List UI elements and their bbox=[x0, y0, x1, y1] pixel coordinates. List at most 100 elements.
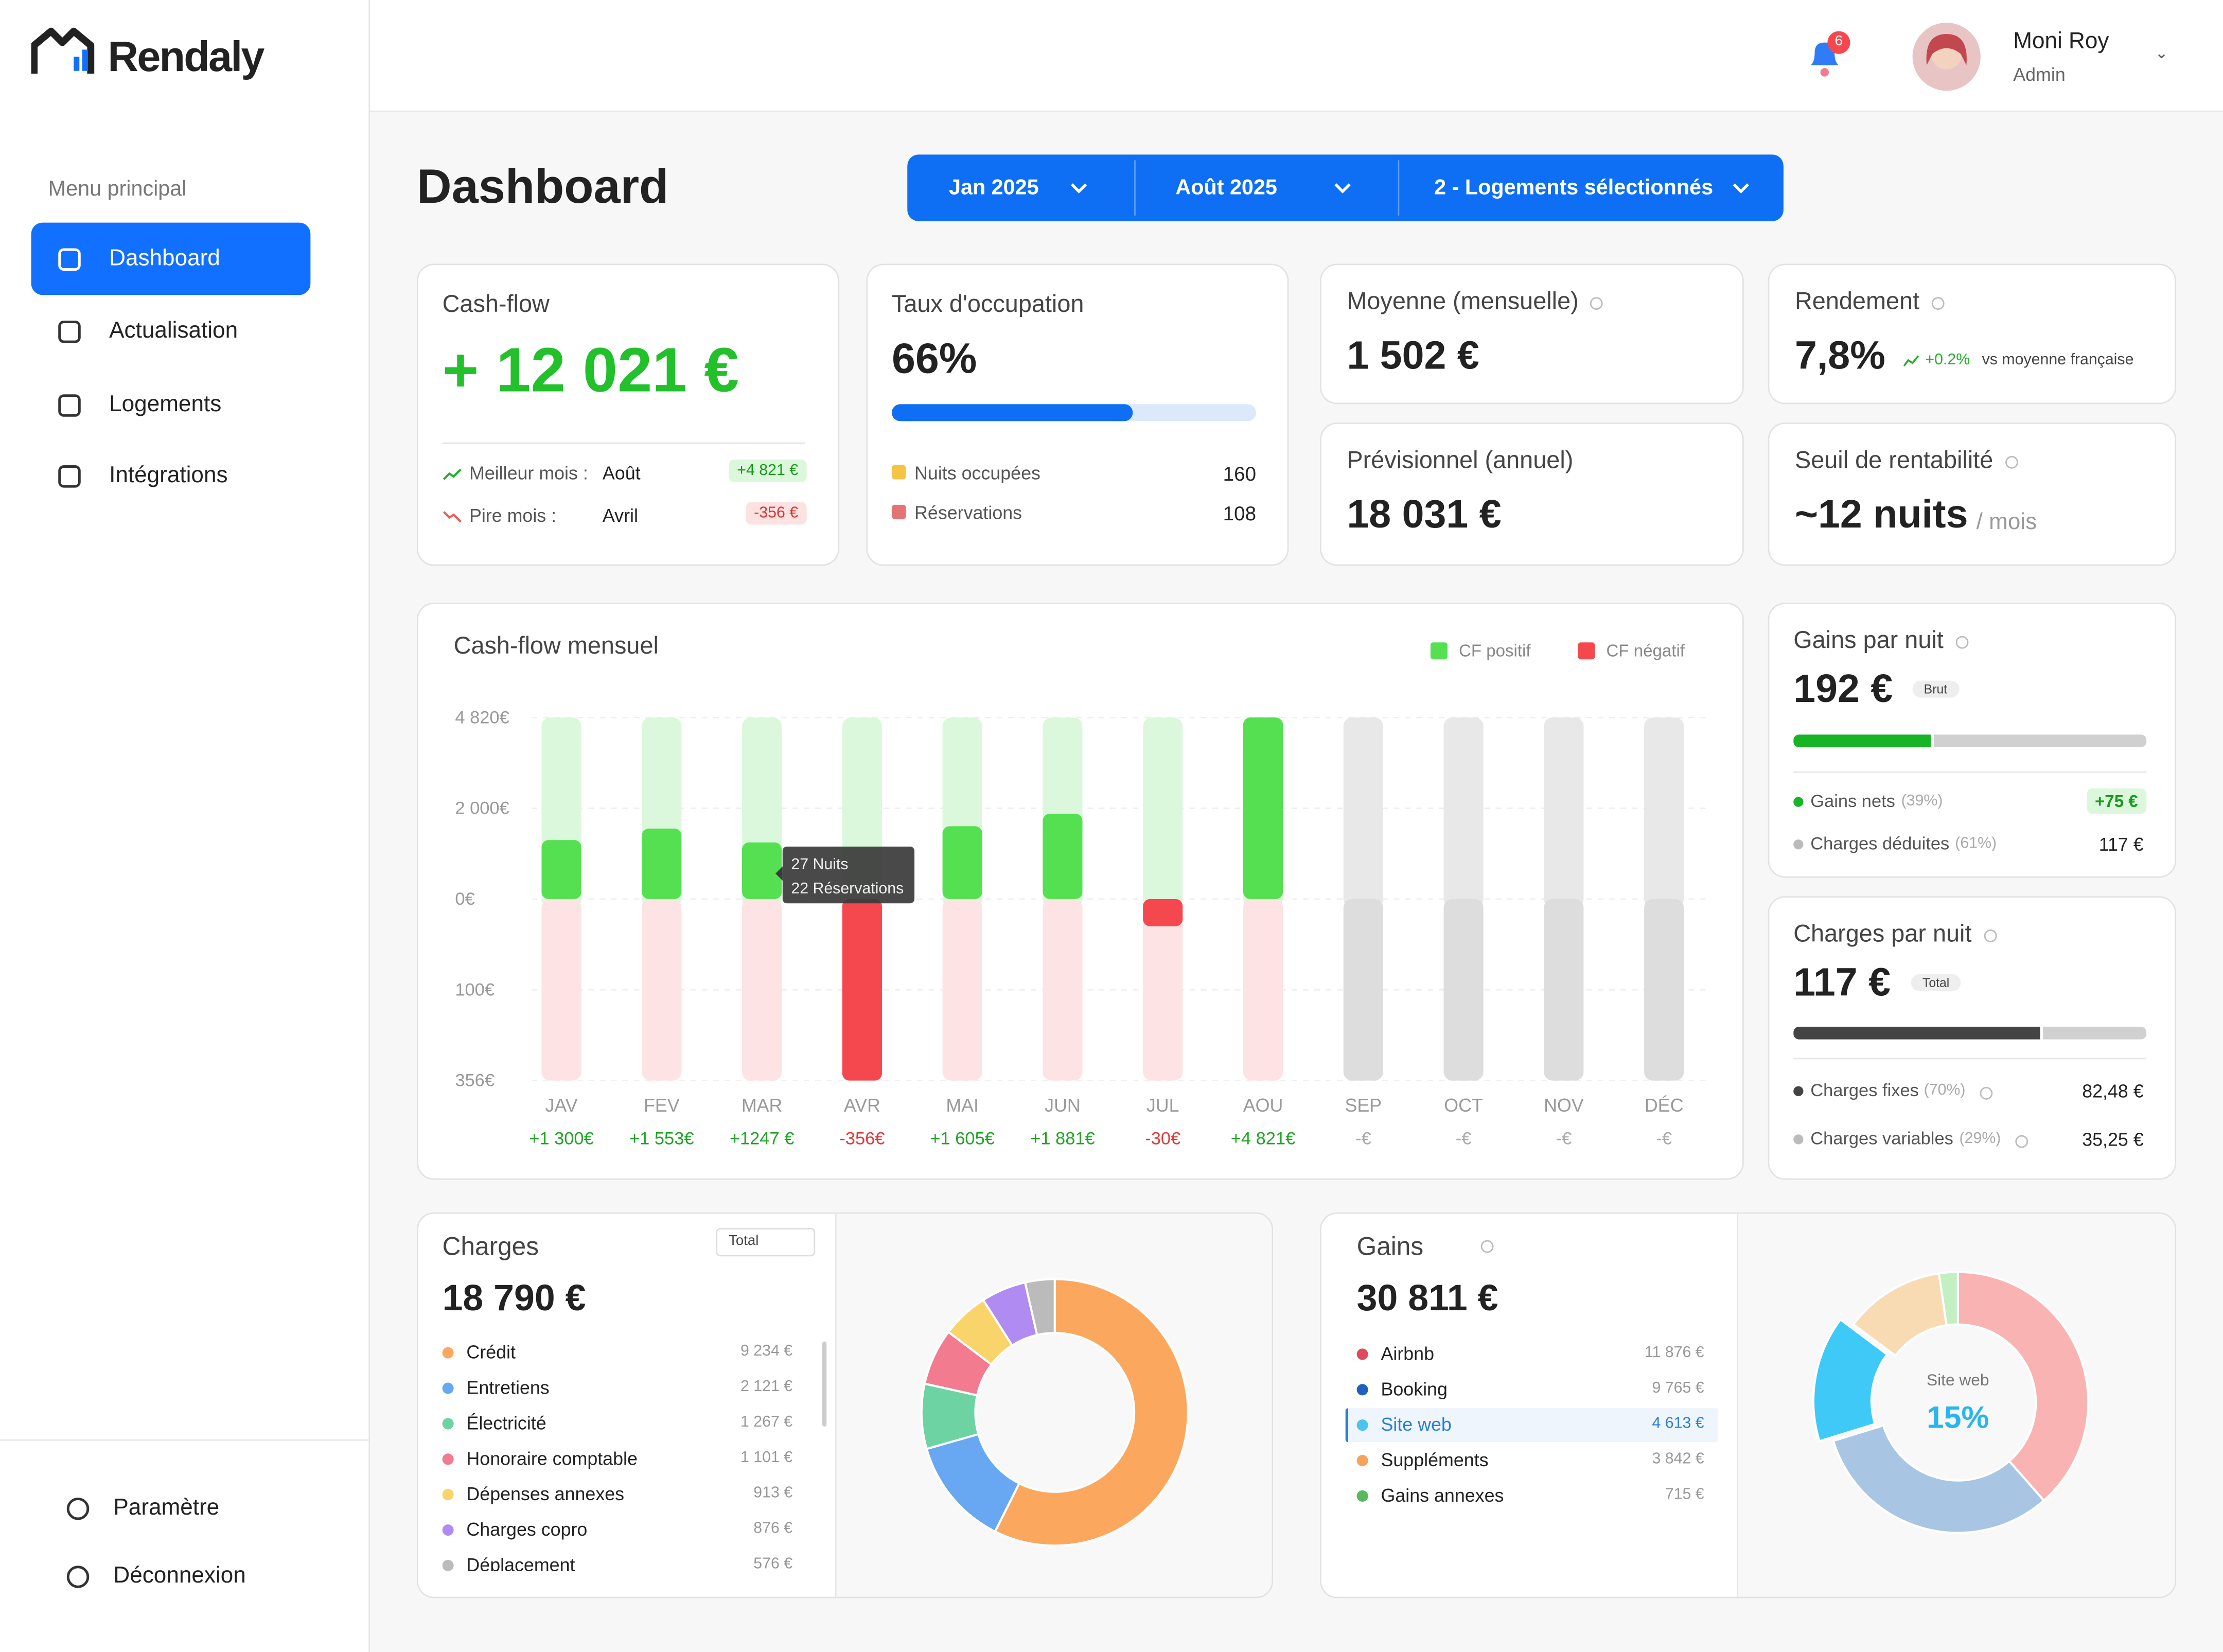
chevron bbox=[1733, 183, 1749, 194]
menu-icon bbox=[58, 394, 81, 417]
item-name: Site web bbox=[1381, 1414, 1452, 1435]
card-badge: Total bbox=[1911, 974, 1961, 992]
card-title: Seuil de rentabilité bbox=[1794, 446, 1993, 474]
menu-icon bbox=[66, 1566, 90, 1588]
row-value: 117 € bbox=[2098, 834, 2144, 855]
gains_night-card: Gains par nuit 192 € Brut Gains nets (39%) +7… bbox=[1768, 603, 2177, 878]
bar bbox=[942, 826, 982, 899]
value-label: -356€ bbox=[839, 1129, 885, 1149]
bar-bg-negative bbox=[1343, 899, 1383, 1081]
bar-bg-positive bbox=[1644, 717, 1684, 908]
dot bbox=[1356, 1419, 1368, 1431]
row-label: Charges fixes bbox=[1810, 1080, 1919, 1101]
item-name: Suppléments bbox=[1381, 1449, 1489, 1471]
row-icon bbox=[891, 504, 906, 519]
filter-label[interactable]: 2 - Logements sélectionnés bbox=[1434, 175, 1714, 200]
card-title: Prévisionnel (annuel) bbox=[1347, 446, 1574, 474]
icon-shape bbox=[58, 465, 81, 488]
select[interactable]: Total bbox=[716, 1228, 816, 1257]
trend-icon bbox=[443, 511, 462, 523]
donut-segment bbox=[1832, 1424, 2045, 1534]
icon-shape bbox=[66, 1566, 90, 1588]
item-value: 913 € bbox=[753, 1484, 793, 1502]
card-title: Moyenne (mensuelle) bbox=[1347, 288, 1579, 315]
y-tick-label: 4 820€ bbox=[455, 708, 509, 727]
bar-bg-positive bbox=[1443, 717, 1484, 908]
value-label: +1247 € bbox=[730, 1129, 794, 1149]
trend bbox=[443, 468, 462, 480]
trend-icon bbox=[443, 468, 462, 480]
dot bbox=[1793, 1134, 1804, 1145]
info-circle bbox=[1984, 929, 1997, 942]
notification-badge[interactable]: 6 bbox=[1827, 31, 1850, 54]
menu-item[interactable]: Paramètre bbox=[113, 1496, 220, 1520]
filter-label[interactable]: Jan 2025 bbox=[948, 175, 1039, 200]
chevron-path bbox=[1334, 183, 1351, 194]
user-name: Moni Roy bbox=[2013, 29, 2109, 54]
bar-chart: CF positif CF négatif 356€ 100€ 0€ 2 000€ 4 82… bbox=[455, 642, 1708, 1149]
value-label: -€ bbox=[1456, 1129, 1472, 1149]
card-value: 30 811 € bbox=[1356, 1276, 1498, 1319]
menu-item[interactable]: Logements bbox=[109, 393, 222, 417]
row-value: 82,48 € bbox=[2082, 1080, 2144, 1102]
row-badge: +4 821 € bbox=[728, 459, 807, 482]
dot bbox=[1356, 1455, 1368, 1467]
yield-card: Rendement 7,8% +0.2% vs moyenne française bbox=[1768, 263, 2177, 405]
item-name: Gains annexes bbox=[1381, 1484, 1504, 1506]
divider bbox=[1793, 1058, 2147, 1060]
row-label: Réservations bbox=[914, 502, 1022, 523]
bar-bg-positive bbox=[1143, 717, 1183, 908]
menu-item[interactable]: Actualisation bbox=[109, 319, 238, 343]
card-value: 18 031 € bbox=[1347, 492, 1502, 536]
info-icon bbox=[1590, 297, 1603, 310]
tooltip-line: 27 Nuits bbox=[791, 856, 848, 873]
icon-shape bbox=[58, 394, 81, 417]
donut-segment bbox=[1024, 1278, 1056, 1337]
menu-item[interactable]: Déconnexion bbox=[113, 1564, 246, 1589]
menu-icon bbox=[66, 1497, 90, 1520]
x-tick-label: AOU bbox=[1243, 1095, 1283, 1116]
item-value: 9 234 € bbox=[740, 1343, 793, 1360]
breakeven-unit: / mois bbox=[1976, 510, 2037, 535]
cashflow-card: Cash-flow + 12 021 € Meilleur mois : Août +4… bbox=[416, 263, 840, 566]
bar-bg-negative bbox=[1243, 899, 1283, 1081]
row-pct: (70%) bbox=[1924, 1082, 1966, 1099]
dot bbox=[442, 1559, 454, 1571]
avatar-hair bbox=[1926, 34, 1967, 65]
item-name: Entretiens bbox=[466, 1377, 550, 1398]
charges_night-card: Charges par nuit 117 € Total Charges fixes (… bbox=[1768, 896, 2177, 1180]
value-label: -€ bbox=[1556, 1129, 1572, 1149]
page-title: Dashboard bbox=[416, 160, 669, 215]
row-pct: (61%) bbox=[1955, 835, 1997, 852]
value-label: +1 881€ bbox=[1030, 1129, 1095, 1149]
bar-bg-negative bbox=[1443, 899, 1484, 1081]
info-circle bbox=[1955, 636, 1969, 649]
active-item-bg bbox=[31, 222, 311, 295]
divider bbox=[1793, 771, 2147, 773]
card-value: 1 502 € bbox=[1347, 333, 1479, 377]
dot bbox=[442, 1489, 454, 1501]
x-tick-label: MAI bbox=[946, 1095, 979, 1116]
menu-item[interactable]: Dashboard bbox=[109, 247, 220, 271]
row-value: 108 bbox=[1223, 502, 1257, 525]
yield-note: vs moyenne française bbox=[1982, 352, 2134, 369]
legend-swatch bbox=[1430, 642, 1448, 660]
menu-item[interactable]: Intégrations bbox=[109, 464, 228, 488]
bar-bg-negative bbox=[1043, 899, 1083, 1081]
menu-icon bbox=[58, 465, 81, 488]
x-tick-label: JAV bbox=[545, 1095, 578, 1116]
monthly-card: Moyenne (mensuelle) 1 502 € bbox=[1319, 263, 1744, 405]
row-value: +75 € bbox=[2086, 788, 2147, 814]
dot bbox=[442, 1347, 454, 1359]
item-value: 576 € bbox=[753, 1555, 793, 1571]
filter-label[interactable]: Août 2025 bbox=[1175, 175, 1277, 200]
item-value: 4 613 € bbox=[1652, 1415, 1704, 1432]
split-b bbox=[1934, 734, 2147, 748]
bar-bg-negative bbox=[742, 899, 782, 1081]
donut-chart bbox=[920, 1278, 1189, 1547]
bar-bg-positive bbox=[1343, 717, 1383, 908]
bar bbox=[642, 828, 682, 899]
donut-center-label: Site web bbox=[1927, 1373, 1989, 1390]
card-title: Taux d'occupation bbox=[891, 290, 1084, 318]
user-menu-chevron[interactable]: ⌄ bbox=[2155, 45, 2168, 63]
